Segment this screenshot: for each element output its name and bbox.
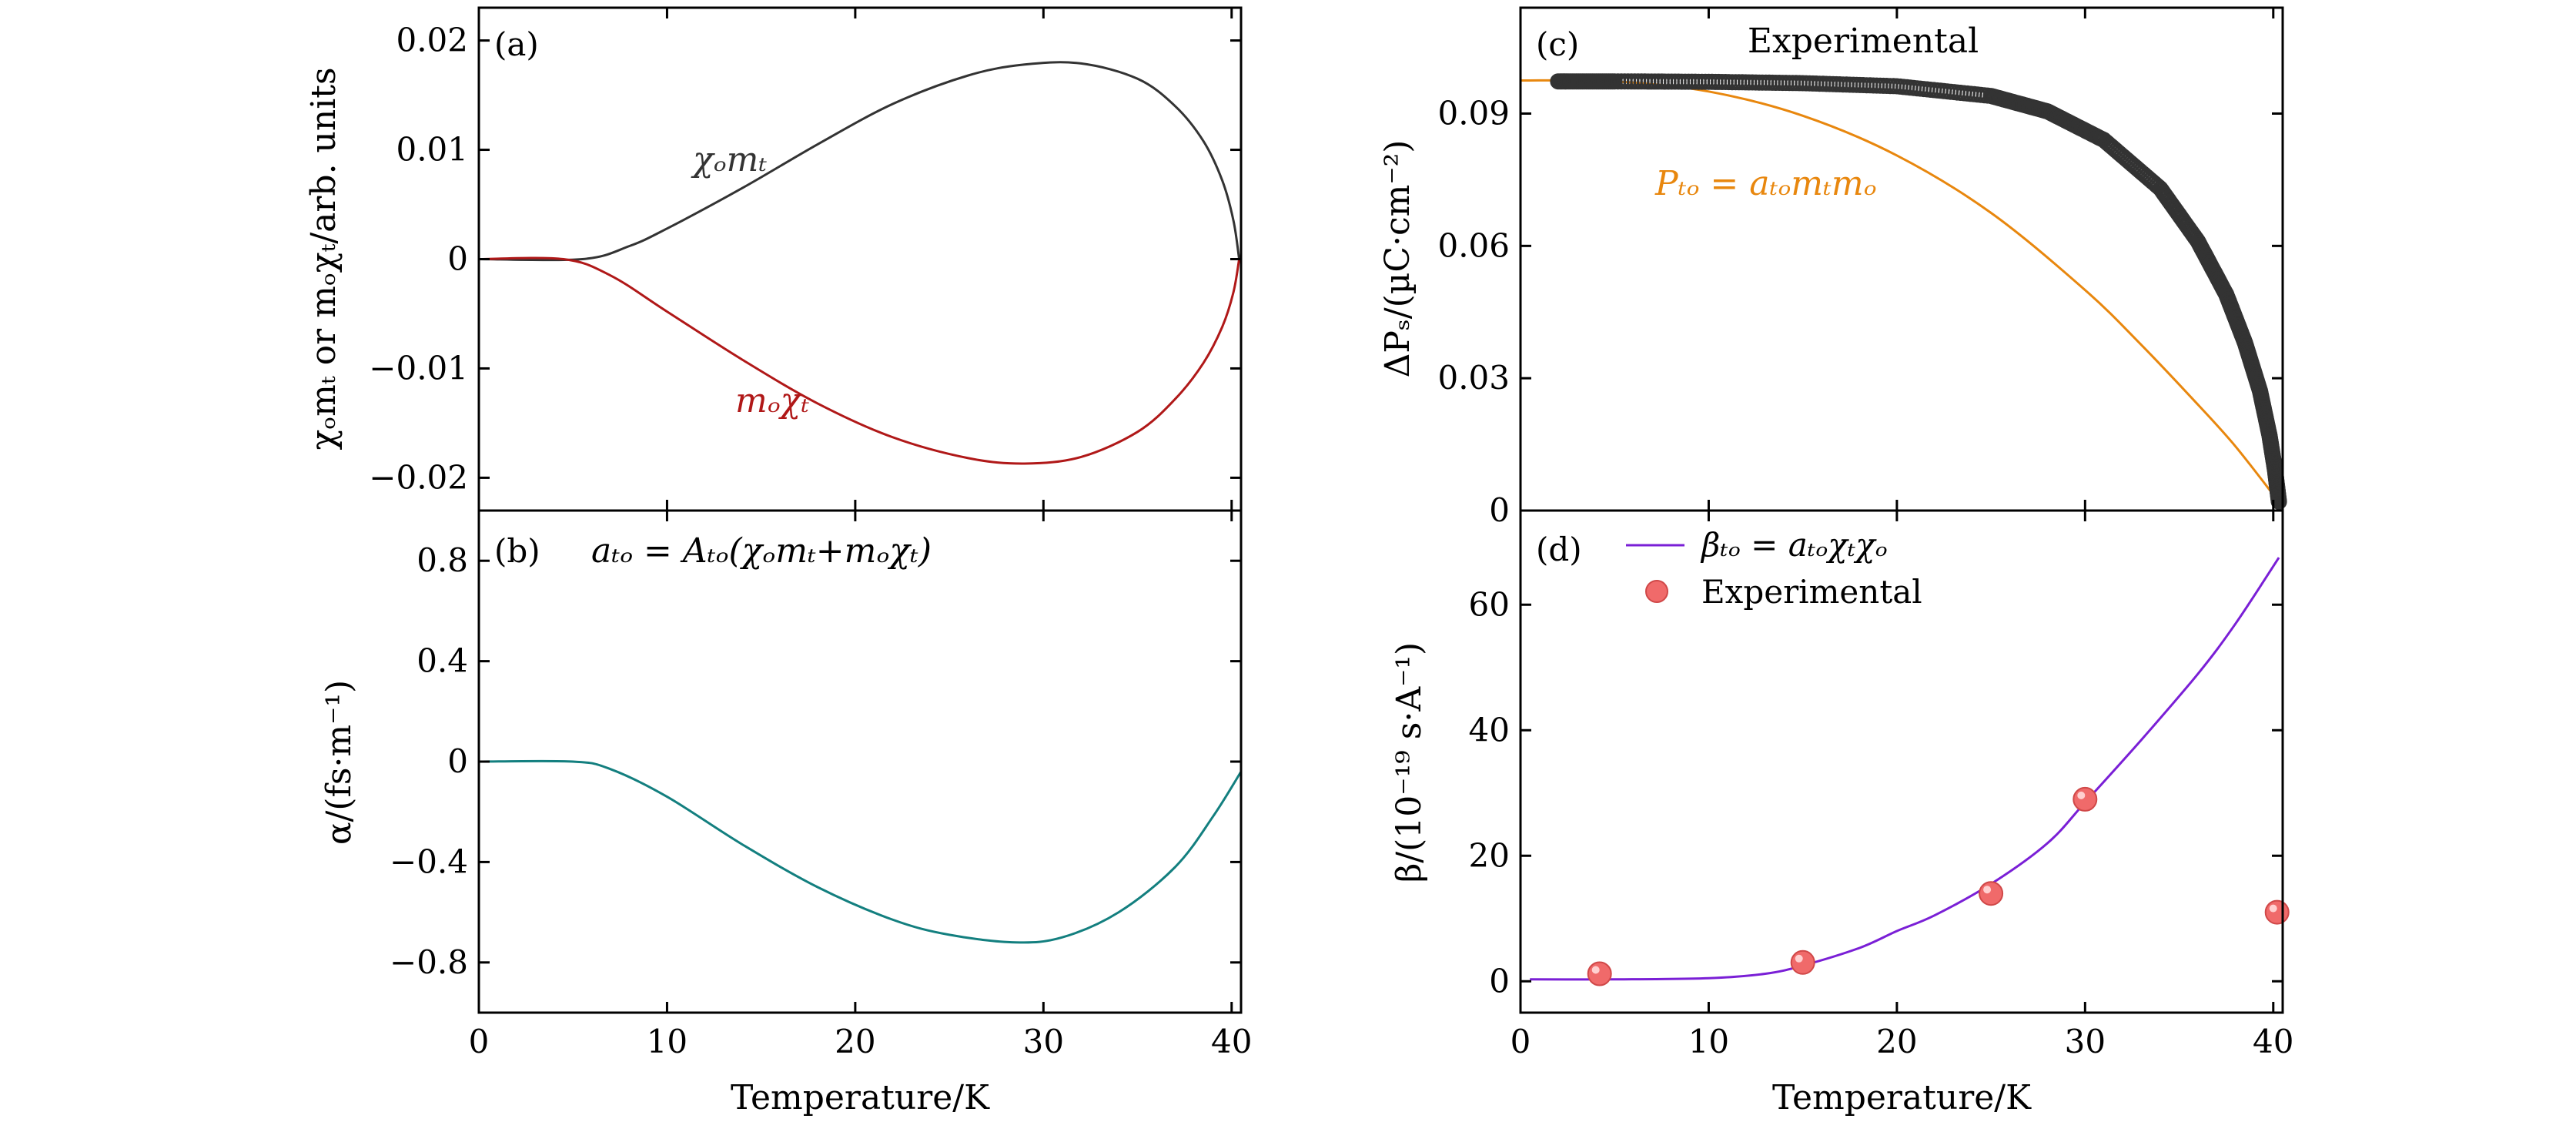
ytick-label: 0.09 — [1437, 94, 1510, 132]
series-line — [478, 759, 1243, 944]
panel-b-xlabel: Temperature/K — [731, 1078, 990, 1117]
panel-b-label: (b) — [494, 532, 540, 570]
experimental-point — [2270, 494, 2287, 510]
panel-c-series — [1520, 73, 2287, 510]
ytick-label: −0.01 — [369, 349, 468, 387]
experimental-point — [2073, 786, 2098, 812]
experimental-point — [1979, 881, 2004, 906]
panel-c-ticks: 0 0.03 0.06 0.09 — [1437, 8, 2283, 529]
experimental-point-highlight — [1983, 886, 1992, 894]
panel-b-ylabel: α/(fs·m⁻¹) — [319, 680, 359, 845]
experimental-point-highlight — [2269, 904, 2277, 913]
panel-c: 0 0.03 0.06 0.09 (c) Experimental Pₜₒ = aₜₒ… — [1378, 6, 2287, 529]
panel-b: −0.8 −0.4 0 0.4 0.8 0 10 20 30 40 (b) aₜₒ = Aₜₒ(χ… — [319, 509, 1253, 1117]
ytick-label: 0.03 — [1437, 359, 1510, 397]
panel-b-ticks: −0.8 −0.4 0 0.4 0.8 0 10 20 30 40 — [390, 511, 1253, 1060]
xtick-label: 20 — [835, 1023, 875, 1060]
panel-d-ylabel: β/(10⁻¹⁹ s·A⁻¹) — [1390, 642, 1429, 883]
m-chi-annotation: mₒχₜ — [735, 381, 809, 420]
panel-a: −0.02 −0.01 0 0.01 0.02 (a) χₒmₜ mₒχₜ χₒmₜ o… — [304, 6, 1243, 512]
legend-exp-label: Experimental — [1701, 573, 1922, 611]
xtick-label: 30 — [1023, 1023, 1064, 1060]
ytick-label: −0.8 — [390, 943, 468, 981]
experimental-point-highlight — [1795, 954, 1803, 963]
ytick-label: 0.01 — [396, 131, 468, 169]
ytick-label: 0 — [447, 742, 468, 780]
panel-b-series — [478, 759, 1243, 944]
panel-b-frame — [477, 509, 1243, 1014]
chi-m-annotation: χₒmₜ — [691, 140, 767, 179]
series-line — [1530, 557, 2280, 981]
ytick-label: 0 — [447, 240, 468, 278]
panel-a-ticks: −0.02 −0.01 0 0.01 0.02 — [369, 8, 1241, 511]
ytick-label: 40 — [1469, 711, 1510, 749]
ytick-label: 0 — [1489, 962, 1510, 1000]
xtick-label: 20 — [1876, 1023, 1917, 1060]
panel-d-frame — [1519, 509, 2284, 1014]
panel-d-series — [1530, 557, 2290, 986]
panel-a-series — [478, 61, 1241, 465]
xtick-label: 0 — [469, 1023, 490, 1060]
experimental-point — [1790, 950, 1815, 975]
panel-c-ylabel: ΔPₛ/(µC·cm⁻²) — [1378, 140, 1417, 378]
legend-beta-label: βₜₒ = aₜₒχₜχₒ — [1700, 526, 1888, 564]
xtick-label: 40 — [2253, 1023, 2293, 1060]
panel-d: 0 20 40 60 0 10 20 30 40 (d) βₜₒ = aₜₒχₜχₒ Exper… — [1390, 509, 2294, 1117]
experimental-point — [2264, 899, 2290, 925]
xtick-label: 40 — [1211, 1023, 1252, 1060]
panel-a-label: (a) — [494, 25, 539, 63]
ytick-label: −0.4 — [390, 842, 468, 880]
panel-c-label: (c) — [1536, 25, 1579, 63]
xtick-label: 30 — [2065, 1023, 2106, 1060]
panel-c-title: Experimental — [1748, 22, 1979, 61]
panel-d-ticks: 0 20 40 60 0 10 20 30 40 — [1469, 511, 2294, 1060]
xtick-label: 10 — [1688, 1023, 1729, 1060]
experimental-point-highlight — [1591, 966, 1600, 974]
series-line — [478, 256, 1241, 465]
panel-d-label: (d) — [1536, 531, 1582, 568]
p-to-annotation: Pₜₒ = aₜₒmₜmₒ — [1654, 164, 1877, 203]
panel-d-legend: βₜₒ = aₜₒχₜχₒ Experimental — [1626, 526, 1922, 611]
series-line — [1520, 79, 2278, 501]
ytick-label: 0.06 — [1437, 226, 1510, 264]
panel-a-ylabel: χₒmₜ or mₒχₜ/arb. units — [304, 67, 343, 450]
experimental-point-highlight — [2077, 791, 2086, 799]
xtick-label: 0 — [1510, 1023, 1531, 1060]
ytick-label: 20 — [1469, 836, 1510, 874]
ytick-label: 0.4 — [417, 642, 468, 680]
ytick-label: 60 — [1469, 585, 1510, 623]
ytick-label: 0.02 — [396, 22, 468, 59]
panel-b-formula: aₜₒ = Aₜₒ(χₒmₜ+mₒχₜ) — [591, 531, 932, 571]
legend-exp-marker — [1645, 580, 1668, 603]
experimental-point — [1587, 961, 1612, 986]
panel-d-xlabel: Temperature/K — [1772, 1078, 2032, 1117]
xtick-label: 10 — [647, 1023, 687, 1060]
ytick-label: −0.02 — [369, 458, 468, 496]
ytick-label: 0.8 — [417, 541, 468, 579]
ytick-label: 0 — [1489, 491, 1510, 529]
panel-a-frame — [477, 6, 1243, 512]
series-line — [478, 61, 1241, 262]
